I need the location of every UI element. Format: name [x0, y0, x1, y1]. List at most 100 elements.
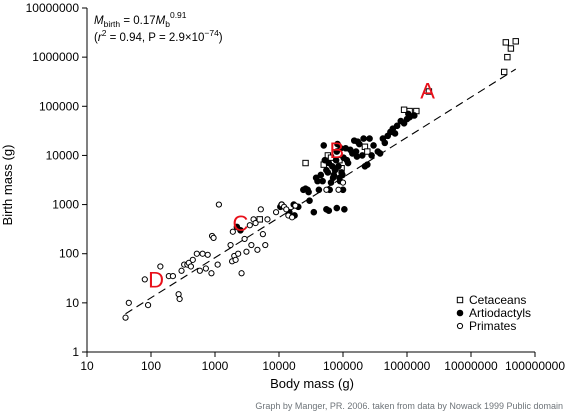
y-tick-label: 100000: [39, 99, 79, 113]
primates-point: [246, 222, 253, 229]
y-tick-label: 1: [72, 345, 79, 359]
primates-point: [187, 263, 194, 270]
x-tick-label: 100000: [323, 359, 363, 373]
x-tick-label: 100000000: [505, 359, 565, 373]
primates-point: [248, 241, 255, 249]
y-tick-label: 1000: [52, 198, 79, 212]
primates-point: [241, 235, 248, 243]
annotation-d: D: [148, 267, 164, 292]
artiodactyls-point: [310, 208, 318, 216]
red-annotation-letters: A B C D: [148, 78, 435, 292]
artiodactyls-point: [381, 139, 389, 147]
primates-point: [208, 270, 215, 277]
x-tick-label: 10: [80, 359, 94, 373]
equation-line-1: Mbirth = 0.17Mb0.91: [94, 10, 187, 29]
artiodactyls-point: [324, 169, 332, 176]
primates-point: [144, 302, 152, 309]
x-tick-label: 10000000: [444, 359, 498, 373]
primates-point: [323, 186, 330, 193]
primates-point: [210, 234, 217, 241]
primates-point: [232, 256, 239, 263]
cetaceans-point: [364, 148, 371, 155]
primates-point: [283, 206, 290, 213]
artiodactyls-point: [333, 204, 341, 212]
primates-point: [178, 267, 185, 274]
artiodactyls-point: [319, 177, 326, 185]
primates-point: [193, 250, 200, 257]
artiodactyls-point: [393, 122, 401, 130]
x-axis-title: Body mass (g): [270, 376, 354, 391]
data-points: [122, 38, 519, 321]
artiodactyls-point: [353, 153, 361, 160]
equation-line-2: (r2 = 0.94, P = 2.9×10−74): [94, 28, 223, 44]
x-tick-label: 1000000: [384, 359, 431, 373]
artiodactyls-point: [335, 163, 342, 170]
y-tick-label: 10000: [46, 148, 80, 162]
primates-point: [339, 179, 347, 186]
primates-point: [215, 201, 222, 208]
primates-point: [264, 216, 271, 223]
artiodactyls-point: [305, 188, 312, 196]
artiodactyls-point: [364, 161, 371, 168]
artiodactyls-point: [332, 156, 340, 164]
primates-point: [202, 265, 209, 272]
primates-point: [227, 241, 234, 249]
y-tick-label: 100: [59, 247, 79, 261]
primates-point: [122, 314, 129, 321]
x-tick-label: 10000: [262, 359, 296, 373]
annotation-c: C: [233, 211, 249, 236]
legend-label-artiodactyls: Artiodactyls: [469, 306, 531, 320]
primates-point: [189, 256, 196, 263]
artiodactyls-point: [366, 135, 373, 142]
primates-point: [176, 295, 183, 303]
cetaceans-point: [507, 45, 515, 52]
primates-point: [214, 261, 221, 268]
cetaceans-point: [256, 216, 263, 223]
y-axis-title: Birth mass (g): [0, 145, 15, 226]
primates-point: [141, 276, 148, 283]
primates-point: [243, 248, 250, 255]
y-tick-label: 10: [66, 296, 80, 310]
cetaceans-point: [400, 106, 408, 113]
annotation-a: A: [420, 78, 435, 103]
artiodactyls-point: [376, 150, 384, 157]
primates-point: [125, 299, 132, 306]
cetaceans-point: [512, 38, 519, 45]
cetaceans-point: [327, 154, 335, 161]
primates-point: [252, 219, 259, 227]
artiodactyls-point: [344, 159, 352, 167]
cetaceans-point: [500, 68, 508, 76]
credit-line: Graph by Manger, PR. 2006. taken from da…: [255, 401, 563, 411]
legend-label-primates: Primates: [469, 319, 516, 333]
artiodactyls-point: [320, 142, 328, 149]
primates-point: [169, 273, 177, 280]
primates-point: [335, 186, 342, 193]
primates-point: [272, 209, 280, 216]
artiodactyls-point: [410, 112, 418, 119]
legend-label-cetaceans: Cetaceans: [469, 293, 526, 307]
primates-point: [288, 214, 296, 221]
artiodactyls-point: [306, 197, 313, 204]
cetaceans-point: [504, 53, 511, 61]
artiodactyls-point: [325, 207, 333, 215]
artiodactyls-point: [358, 152, 366, 159]
cetaceans-point: [302, 159, 309, 167]
primates-point: [257, 206, 264, 213]
primates-point: [204, 251, 211, 258]
artiodactyls-point: [360, 135, 367, 142]
legend-marker-artiodactyls: [456, 309, 464, 317]
primates-point: [254, 246, 261, 253]
legend-marker-cetaceans: [456, 296, 464, 304]
primates-point: [238, 270, 245, 277]
legend-marker-primates: [456, 322, 464, 330]
primates-point: [259, 231, 266, 238]
plot-area: 10 100 1000 10000 100000 1000000 10000000 10000…: [26, 1, 566, 373]
y-tick-label: 10000000: [26, 1, 80, 15]
x-tick-label: 1000: [202, 359, 229, 373]
annotation-b: B: [329, 138, 344, 163]
primates-point: [262, 241, 269, 249]
artiodactyls-point: [370, 142, 377, 149]
regression-line: [125, 68, 517, 315]
